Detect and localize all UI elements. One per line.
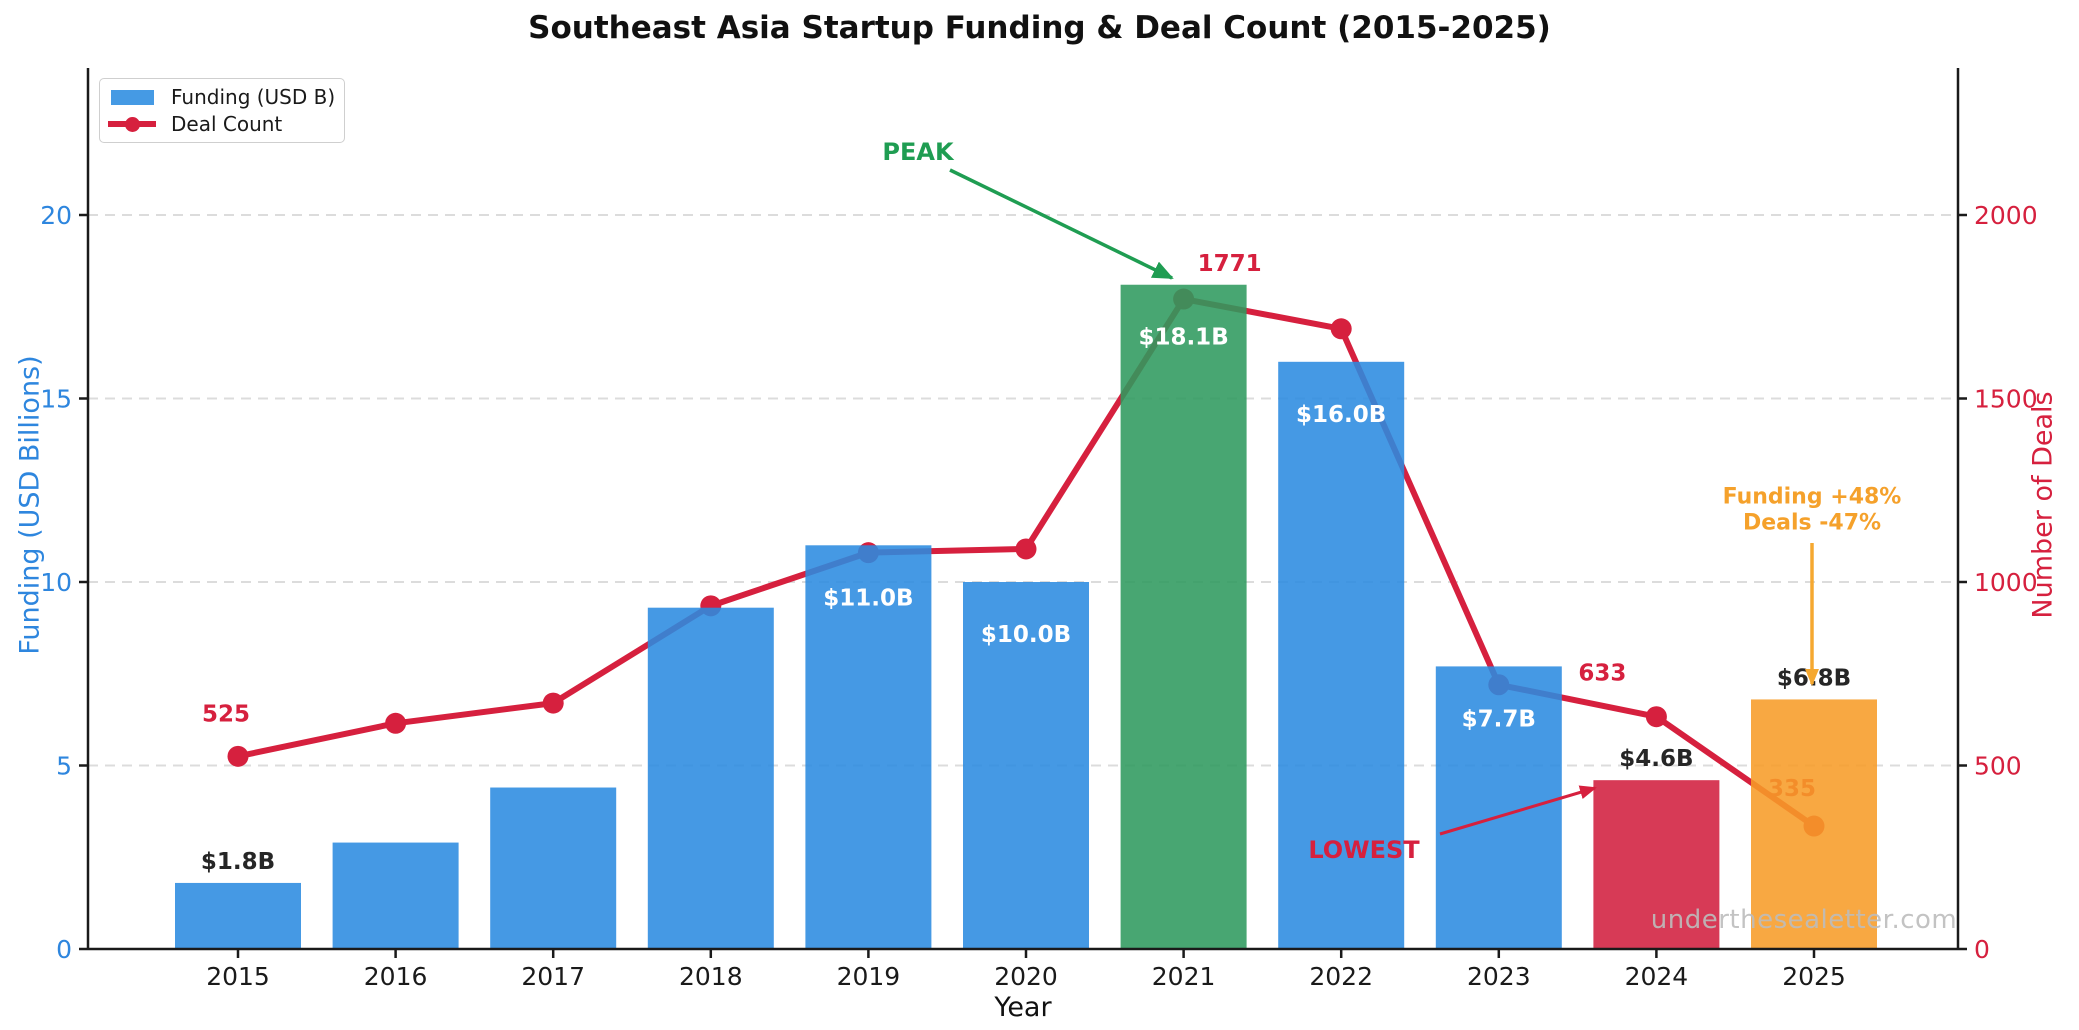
y-left-ticklabel-5: 5: [56, 752, 72, 781]
bar-value-label-2025: $6.8B: [1777, 665, 1851, 691]
funding-bar-2019: [805, 545, 932, 949]
annotation-arrows: [949, 168, 1819, 836]
y-left-ticklabel-10: 10: [40, 568, 72, 597]
axes-spines-ticks: [79, 68, 1967, 958]
lowest-annotation: LOWEST: [1308, 836, 1420, 864]
x-axis-label: Year: [994, 992, 1052, 1023]
bar-value-label-2021: $18.1B: [1138, 325, 1228, 351]
deal-marker-2015: [227, 745, 249, 767]
bar-value-labels-layer: $1.8B $11.0B $10.0B $18.1B $16.0B $7.7B $4.6B $…: [201, 325, 1851, 875]
peak-arrow: [949, 168, 1174, 280]
funding-bar-2021: [1120, 284, 1247, 950]
legend-item-deals: Deal Count: [108, 111, 336, 138]
bar-value-label-2024: $4.6B: [1619, 746, 1693, 772]
bar-value-label-2019: $11.0B: [823, 585, 913, 611]
funding-bar-2016: [332, 842, 459, 949]
funding-bar-2017: [490, 787, 617, 949]
x-ticklabel-2016: 2016: [364, 962, 428, 991]
x-ticklabel-2023: 2023: [1467, 962, 1531, 991]
lowest-arrow: [1439, 785, 1597, 836]
tick-labels: 0 5 10 15 20 0 500 1000 1500 2000 2015 2016 2017 2018…: [40, 201, 2037, 991]
legend-item-funding: Funding (USD B): [108, 84, 336, 111]
y-left-ticklabel-0: 0: [56, 935, 72, 964]
bar-value-label-2015: $1.8B: [201, 849, 275, 875]
legend-deals-label: Deal Count: [171, 111, 283, 136]
x-ticklabel-2018: 2018: [679, 962, 743, 991]
deal-marker-2016: [385, 712, 407, 734]
y-right-ticklabel-0: 0: [1974, 935, 1990, 964]
deal-count-label-2015: 525: [202, 701, 250, 727]
deal-marker-2020: [1015, 538, 1037, 560]
y-left-ticklabel-15: 15: [40, 385, 72, 414]
funding-deals-change-annotation: Funding +48% Deals -47%: [1723, 485, 1902, 538]
x-ticklabel-2019: 2019: [837, 962, 901, 991]
bar-value-label-2020: $10.0B: [981, 622, 1071, 648]
funding-bar-2025: [1751, 699, 1877, 949]
y-right-ticklabel-2000: 2000: [1974, 201, 2038, 230]
funding-bar-2020: [963, 582, 1089, 949]
funding-bar-2015: [175, 882, 301, 949]
legend-funding-label: Funding (USD B): [171, 85, 336, 110]
x-ticklabel-2024: 2024: [1625, 962, 1689, 991]
chart-title: Southeast Asia Startup Funding & Deal Co…: [528, 10, 1551, 46]
funding-bar-2022: [1278, 361, 1405, 949]
deals-change-line: Deals -47%: [1742, 511, 1882, 536]
y-right-ticklabel-1500: 1500: [1974, 385, 2038, 414]
x-ticklabel-2025: 2025: [1782, 962, 1846, 991]
legend-deal-line-icon: [108, 116, 156, 132]
deal-marker-2017: [542, 692, 564, 714]
legend: Funding (USD B) Deal Count: [99, 78, 345, 143]
x-ticklabel-2015: 2015: [206, 962, 270, 991]
x-ticklabel-2022: 2022: [1309, 962, 1373, 991]
deal-marker-2024: [1645, 706, 1667, 728]
funding-bars-layer: [175, 284, 1877, 950]
y-right-ticklabel-1000: 1000: [1974, 568, 2038, 597]
funding-bar-2024: [1593, 780, 1720, 949]
x-ticklabel-2017: 2017: [521, 962, 585, 991]
x-ticklabel-2021: 2021: [1152, 962, 1216, 991]
funding-bar-2018: [647, 607, 774, 949]
peak-annotation: PEAK: [882, 138, 954, 166]
deal-marker-2022: [1330, 318, 1352, 340]
bar-value-label-2023: $7.7B: [1462, 706, 1536, 732]
watermark: underthesealetter.com: [1650, 905, 1958, 935]
y-left-ticklabel-20: 20: [40, 201, 72, 230]
legend-funding-swatch-icon: [108, 89, 156, 105]
bar-value-label-2022: $16.0B: [1296, 402, 1386, 428]
deal-count-label-2024: 633: [1578, 661, 1626, 687]
y-right-ticklabel-500: 500: [1974, 752, 2022, 781]
deal-count-label-2021: 1771: [1198, 251, 1262, 277]
funding-bar-2023: [1435, 666, 1562, 949]
x-ticklabel-2020: 2020: [994, 962, 1058, 991]
funding-change-line: Funding +48%: [1722, 484, 1902, 510]
